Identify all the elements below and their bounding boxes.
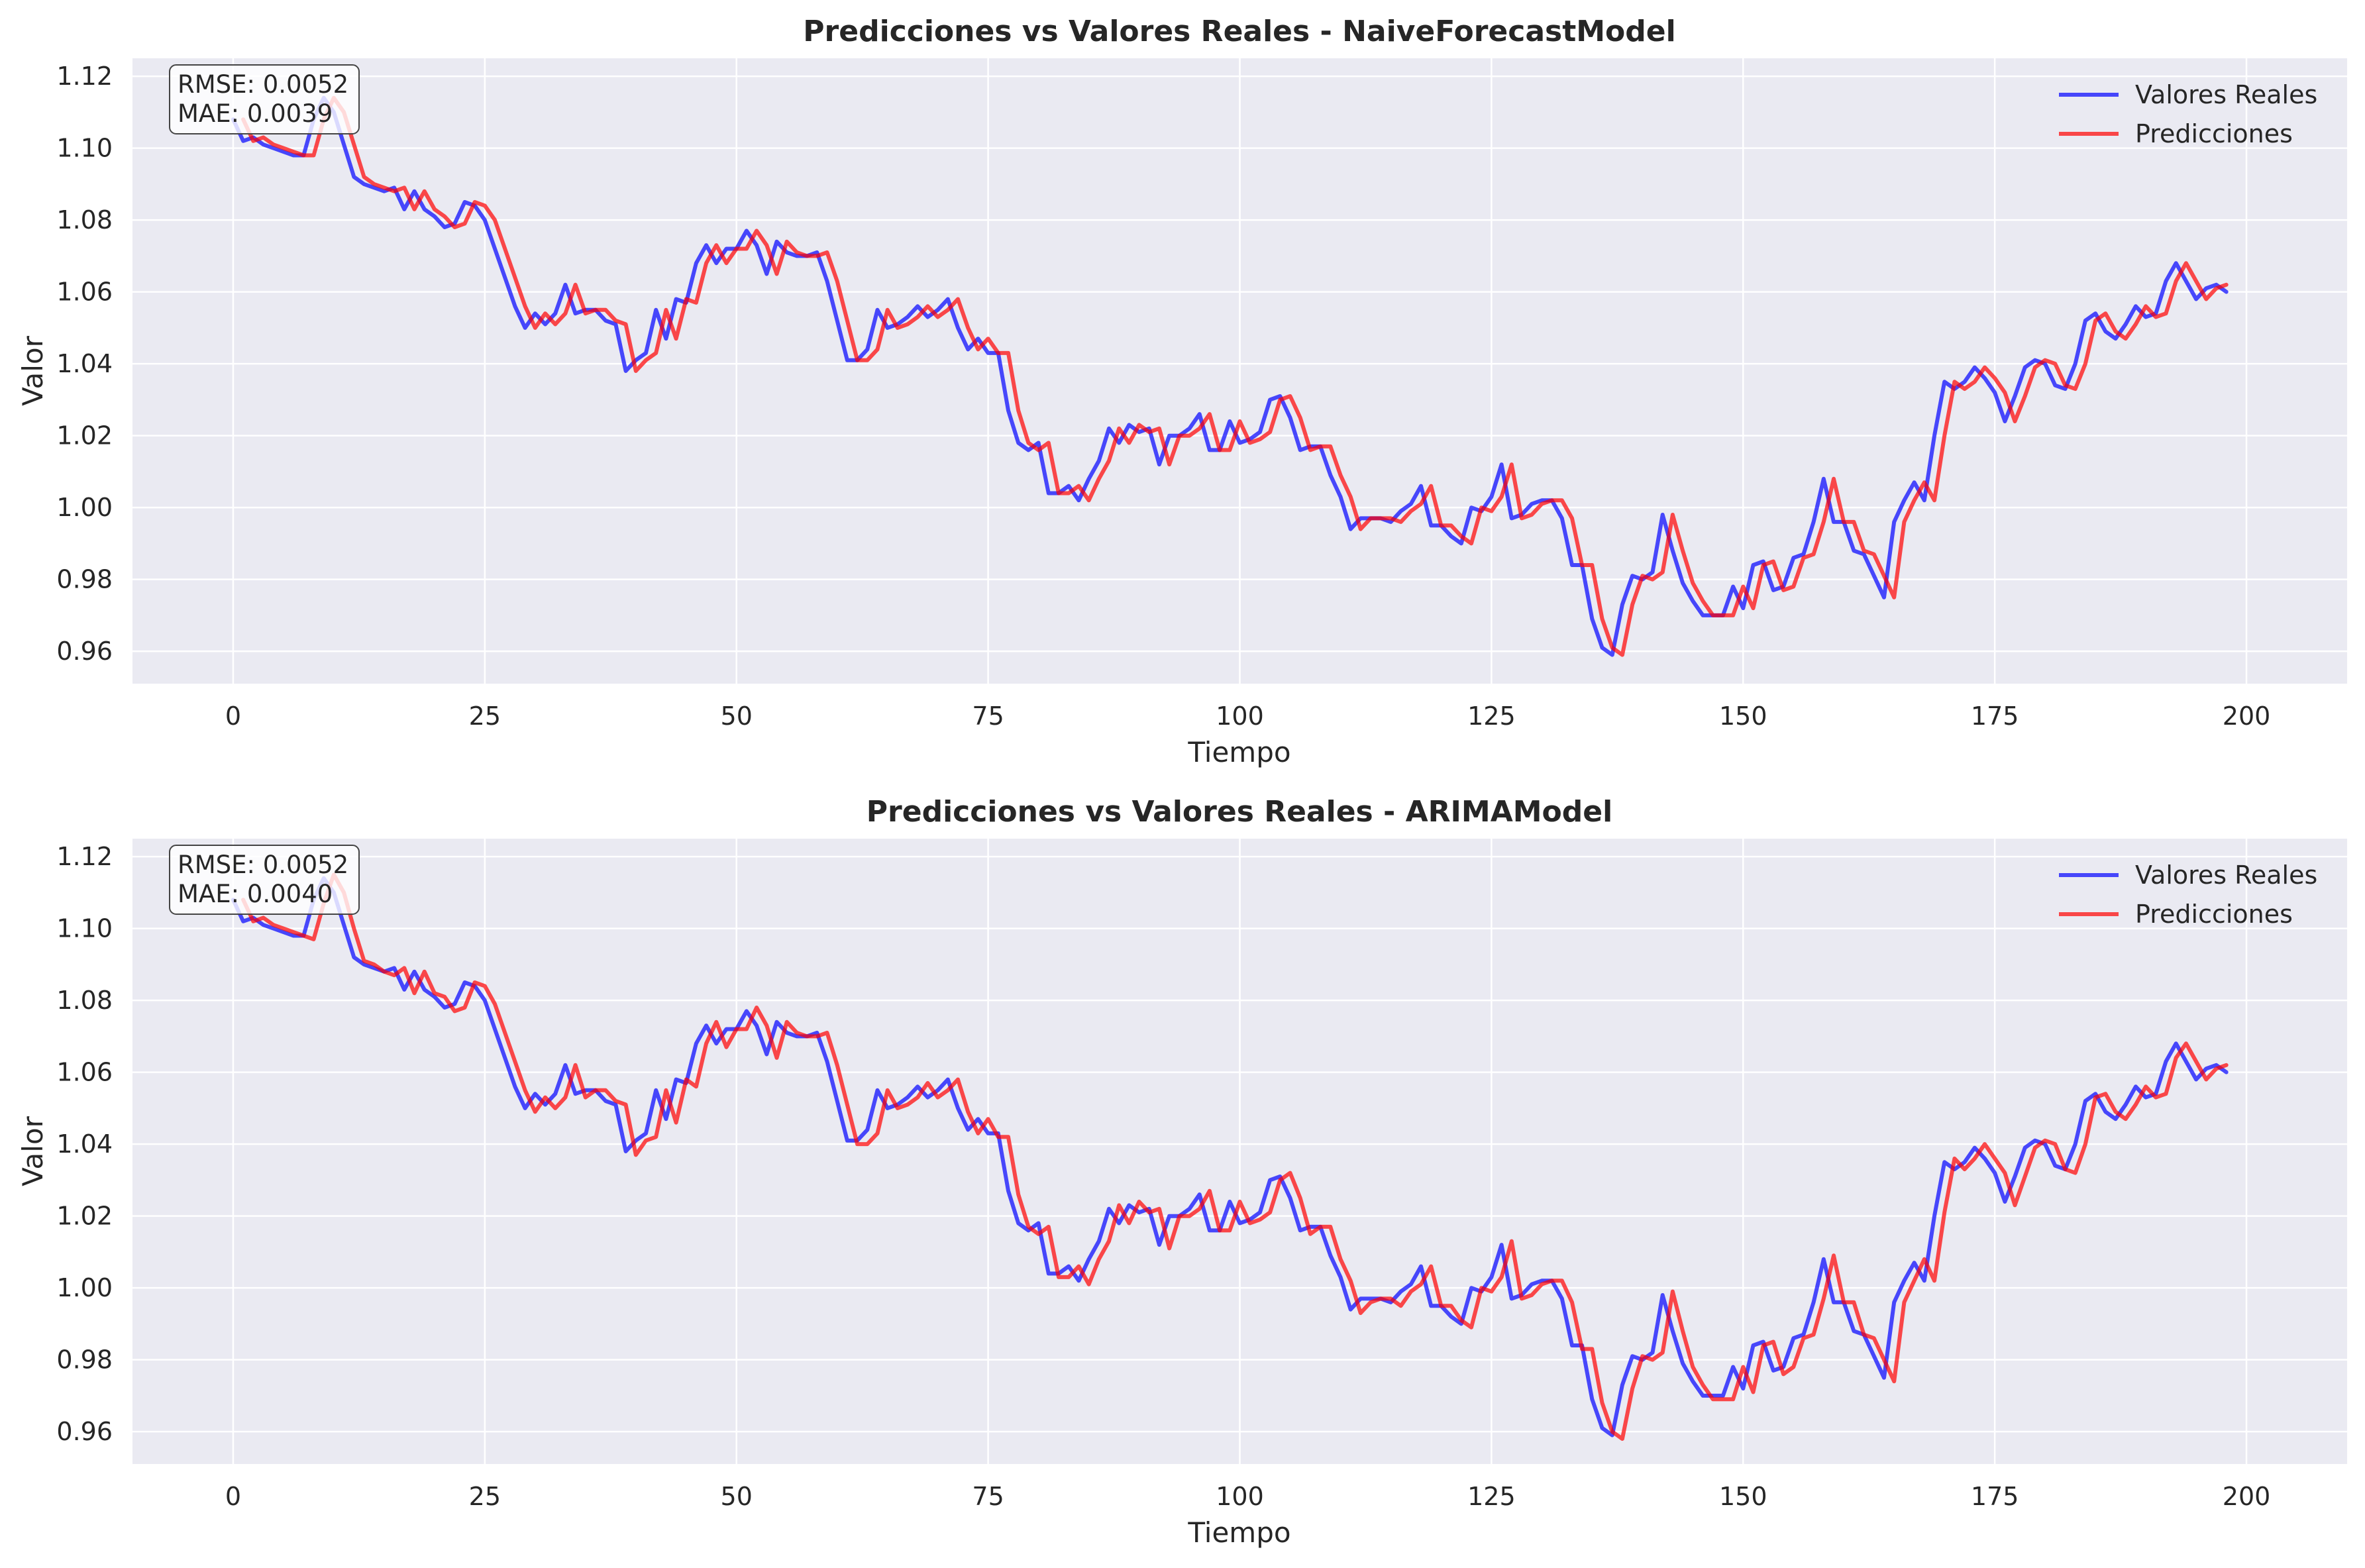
series-line-real: [231, 95, 2229, 657]
x-tick-label: 25: [469, 702, 501, 731]
series-group: [231, 872, 2229, 1441]
y-tick-label: 1.06: [56, 278, 113, 307]
x-tick-label: 0: [225, 1482, 241, 1511]
y-axis-label: Valor: [17, 335, 49, 406]
x-tick-label: 75: [972, 1482, 1004, 1511]
grid: [132, 839, 2347, 1464]
chart-panel-naive: 0 25 50 75 100 125 150 175 200 0.96 0.98 1.00 1.02 1…: [17, 15, 2347, 768]
legend-label-real: Valores Reales: [2135, 861, 2317, 890]
mae-text: MAE: 0.0039: [178, 99, 333, 128]
x-tick-label: 200: [2223, 1482, 2271, 1511]
x-tick-label: 50: [721, 1482, 753, 1511]
x-tick-label: 0: [225, 702, 241, 731]
y-tick-label: 1.12: [56, 842, 113, 871]
grid: [132, 58, 2347, 684]
x-tick-label: 100: [1216, 702, 1264, 731]
y-axis-label: Valor: [17, 1116, 49, 1186]
x-tick-label: 25: [469, 1482, 501, 1511]
mae-text: MAE: 0.0040: [178, 880, 333, 908]
chart-title: Predicciones vs Valores Reales - ARIMAMo…: [867, 795, 1612, 829]
legend: Valores Reales Predicciones: [2059, 80, 2317, 148]
x-tick-label: 100: [1216, 1482, 1264, 1511]
y-tick-labels: 0.96 0.98 1.00 1.02 1.04 1.06 1.08 1.10 1.12: [56, 62, 113, 666]
y-tick-label: 1.02: [56, 421, 113, 450]
y-tick-label: 0.98: [56, 565, 113, 594]
y-tick-label: 1.04: [56, 349, 113, 378]
y-tick-label: 1.12: [56, 62, 113, 91]
x-tick-label: 150: [1719, 702, 1767, 731]
metrics-box: RMSE: 0.0052 MAE: 0.0039: [169, 64, 360, 134]
x-tick-label: 125: [1467, 1482, 1516, 1511]
rmse-text: RMSE: 0.0052: [178, 70, 348, 99]
legend-label-pred: Predicciones: [2135, 119, 2293, 148]
chart-title: Predicciones vs Valores Reales - NaiveFo…: [803, 15, 1675, 48]
y-tick-label: 1.04: [56, 1129, 113, 1159]
x-tick-labels: 0 25 50 75 100 125 150 175 200: [225, 1482, 2270, 1511]
chart-panel-arima: 0 25 50 75 100 125 150 175 200 0.96 0.98 1.00 1.02 1…: [17, 795, 2347, 1549]
x-tick-label: 175: [1971, 702, 2019, 731]
y-tick-label: 1.00: [56, 493, 113, 522]
legend: Valores Reales Predicciones: [2059, 861, 2317, 929]
x-tick-label: 200: [2223, 702, 2271, 731]
x-tick-label: 75: [972, 702, 1004, 731]
y-tick-label: 1.08: [56, 205, 113, 235]
y-tick-label: 1.06: [56, 1058, 113, 1087]
series-line-pred: [241, 872, 2229, 1441]
x-axis-label: Tiempo: [1187, 736, 1290, 768]
rmse-text: RMSE: 0.0052: [178, 851, 348, 879]
series-line-real: [231, 876, 2229, 1437]
y-tick-label: 1.02: [56, 1202, 113, 1231]
series-group: [231, 95, 2229, 657]
y-tick-label: 0.96: [56, 1417, 113, 1446]
x-tick-label: 50: [721, 702, 753, 731]
y-tick-label: 1.10: [56, 914, 113, 943]
y-tick-label: 1.08: [56, 986, 113, 1015]
y-tick-label: 0.96: [56, 637, 113, 666]
x-tick-label: 125: [1467, 702, 1516, 731]
x-tick-label: 150: [1719, 1482, 1767, 1511]
y-tick-labels: 0.96 0.98 1.00 1.02 1.04 1.06 1.08 1.10 1.12: [56, 842, 113, 1446]
y-tick-label: 0.98: [56, 1345, 113, 1375]
y-tick-label: 1.00: [56, 1273, 113, 1302]
series-line-pred: [241, 95, 2229, 657]
x-tick-label: 175: [1971, 1482, 2019, 1511]
legend-label-pred: Predicciones: [2135, 900, 2293, 929]
y-tick-label: 1.10: [56, 134, 113, 163]
legend-label-real: Valores Reales: [2135, 80, 2317, 109]
x-tick-labels: 0 25 50 75 100 125 150 175 200: [225, 702, 2270, 731]
metrics-box: RMSE: 0.0052 MAE: 0.0040: [169, 845, 360, 915]
x-axis-label: Tiempo: [1187, 1516, 1290, 1549]
